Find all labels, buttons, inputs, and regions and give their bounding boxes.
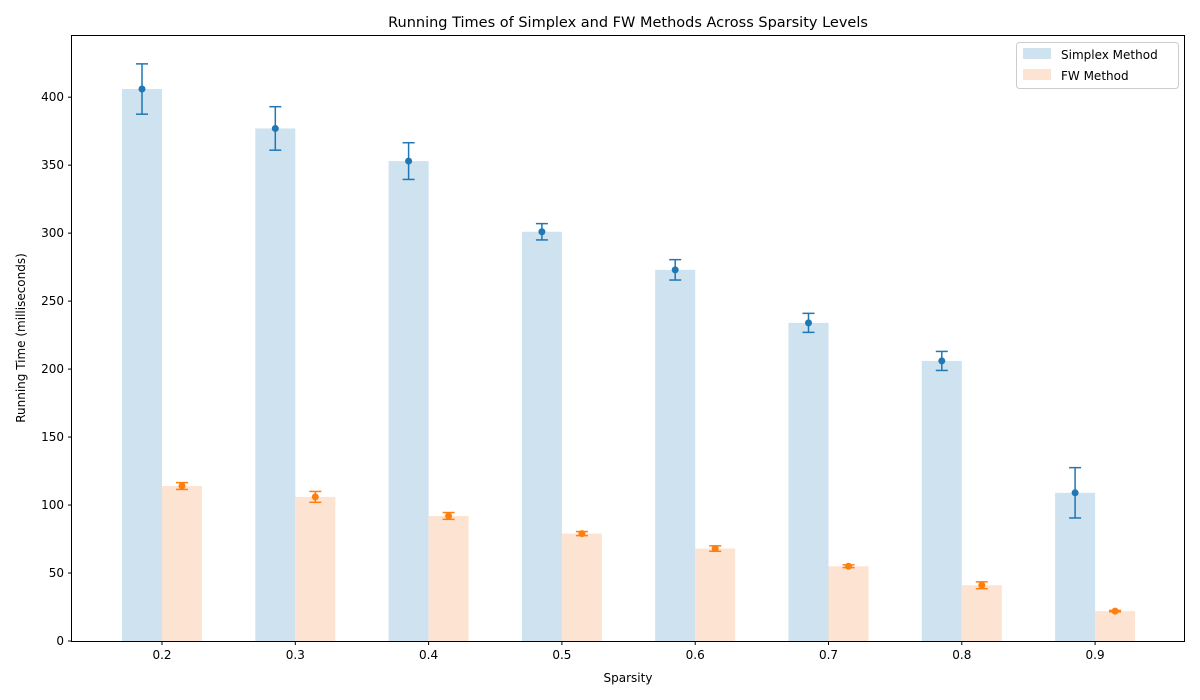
simplex-bar [655, 269, 696, 641]
simplex-mean-marker [805, 319, 812, 327]
simplex-error-bar [802, 312, 815, 334]
chart-title: Running Times of Simplex and FW Methods … [388, 15, 868, 31]
fw-error-bar [575, 530, 588, 538]
fw-bar [695, 548, 736, 641]
x-axis: 0.2 0.3 0.4 0.5 0.6 0.7 0.8 0.9 [152, 641, 1105, 662]
plot-area [122, 63, 1136, 642]
y-axis: 0 50 100 150 200 250 300 350 400 [41, 90, 72, 648]
y-tick-label: 400 [41, 90, 64, 104]
simplex-mean-marker [538, 228, 546, 236]
y-tick-label: 150 [41, 430, 64, 444]
simplex-bar [255, 128, 296, 641]
simplex-mean-marker [271, 124, 279, 132]
simplex-error-bar [402, 141, 415, 181]
fw-bar [1095, 611, 1136, 641]
simplex-bar [388, 161, 429, 641]
simplex-bar [788, 322, 829, 641]
fw-error-bar [975, 581, 988, 590]
legend-label-simplex: Simplex Method [1061, 48, 1158, 62]
simplex-error-bar [1069, 466, 1082, 519]
fw-mean-marker [445, 512, 453, 520]
fw-error-bar [442, 511, 455, 521]
fw-bar [828, 566, 869, 641]
y-tick-label: 50 [49, 566, 64, 580]
fw-mean-marker [578, 530, 586, 538]
fw-mean-marker [845, 562, 852, 570]
fw-error-bar [176, 481, 188, 491]
x-tick-label: 0.4 [419, 648, 438, 662]
fw-mean-marker [178, 482, 186, 490]
y-tick-label: 100 [41, 498, 64, 512]
fw-mean-marker [711, 545, 719, 553]
simplex-error-bar [535, 222, 548, 241]
fw-bar [561, 533, 602, 641]
fw-mean-marker [311, 493, 319, 501]
y-tick-label: 0 [56, 634, 64, 648]
simplex-mean-marker [405, 157, 413, 165]
x-tick-label: 0.7 [819, 648, 838, 662]
fw-error-bar [709, 545, 722, 553]
x-tick-label: 0.6 [686, 648, 705, 662]
x-tick-label: 0.2 [152, 648, 171, 662]
y-axis-label: Running Time (milliseconds) [14, 253, 28, 423]
legend-swatch-simplex [1023, 48, 1051, 59]
simplex-bar [122, 89, 162, 642]
y-tick-label: 250 [41, 294, 64, 308]
simplex-mean-marker [671, 266, 679, 274]
fw-bar [295, 496, 336, 641]
x-tick-label: 0.9 [1086, 648, 1105, 662]
fw-bar [162, 486, 202, 641]
simplex-error-bar [935, 350, 948, 372]
legend-box [1016, 42, 1179, 89]
simplex-error-bar [269, 105, 282, 151]
fw-mean-marker [978, 581, 986, 589]
simplex-bar [521, 231, 562, 642]
simplex-mean-marker [1071, 489, 1079, 497]
fw-bar [961, 585, 1002, 641]
fw-bar [428, 515, 469, 641]
fw-error-bar [1109, 607, 1122, 615]
axes-frame [71, 35, 1185, 642]
x-tick-label: 0.8 [952, 648, 971, 662]
simplex-error-bar [669, 258, 682, 281]
y-tick-label: 350 [41, 158, 64, 172]
legend-swatch-fw [1023, 69, 1051, 80]
x-tick-label: 0.3 [286, 648, 305, 662]
y-tick-label: 200 [41, 362, 64, 376]
y-tick-label: 300 [41, 226, 64, 240]
legend: Simplex Method FW Method [1016, 42, 1179, 89]
simplex-mean-marker [938, 357, 946, 365]
simplex-mean-marker [138, 85, 146, 93]
x-tick-label: 0.5 [552, 648, 571, 662]
legend-label-fw: FW Method [1061, 69, 1129, 83]
fw-mean-marker [1111, 607, 1119, 615]
fw-error-bar [309, 490, 322, 504]
x-axis-label: Sparsity [604, 671, 653, 685]
fw-error-bar [842, 562, 855, 570]
simplex-bar [921, 360, 962, 641]
simplex-error-bar [136, 63, 148, 115]
